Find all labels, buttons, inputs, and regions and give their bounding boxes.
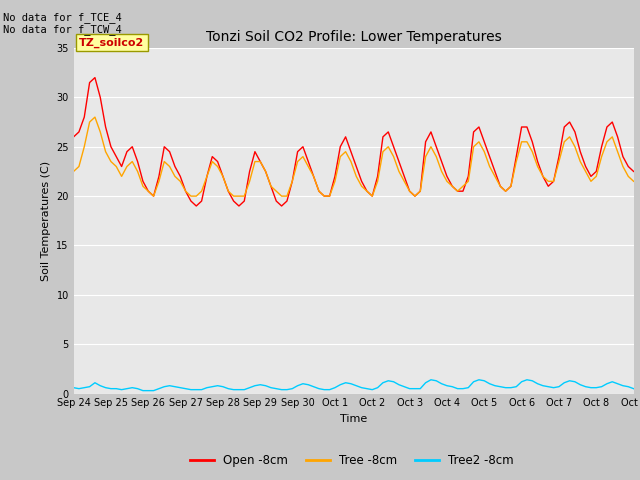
- Line: Tree2 -8cm: Tree2 -8cm: [74, 380, 634, 391]
- Tree2 -8cm: [86, 384, 93, 390]
- Text: No data for f_TCE_4
No data for f_TCW_4: No data for f_TCE_4 No data for f_TCW_4: [3, 12, 122, 36]
- Open -8cm: [406, 188, 413, 194]
- Text: TZ_soilco2: TZ_soilco2: [79, 38, 145, 48]
- Tree2 -8cm: [630, 386, 637, 392]
- Title: Tonzi Soil CO2 Profile: Lower Temperatures: Tonzi Soil CO2 Profile: Lower Temperatur…: [205, 30, 502, 44]
- Y-axis label: Soil Temperatures (C): Soil Temperatures (C): [41, 161, 51, 281]
- Tree2 -8cm: [443, 383, 451, 389]
- Line: Open -8cm: Open -8cm: [74, 78, 634, 206]
- Open -8cm: [566, 119, 573, 125]
- Tree2 -8cm: [401, 384, 408, 390]
- Tree -8cm: [566, 134, 573, 140]
- Line: Tree -8cm: Tree -8cm: [74, 117, 634, 196]
- Tree -8cm: [406, 188, 413, 194]
- Tree -8cm: [630, 179, 637, 184]
- Open -8cm: [465, 173, 472, 179]
- Tree2 -8cm: [465, 385, 472, 391]
- Open -8cm: [91, 75, 99, 81]
- Tree2 -8cm: [566, 378, 573, 384]
- Open -8cm: [70, 134, 77, 140]
- Tree -8cm: [443, 179, 451, 184]
- Open -8cm: [193, 203, 200, 209]
- Open -8cm: [630, 168, 637, 174]
- Tree -8cm: [86, 119, 93, 125]
- Legend: Open -8cm, Tree -8cm, Tree2 -8cm: Open -8cm, Tree -8cm, Tree2 -8cm: [186, 449, 518, 472]
- Tree2 -8cm: [427, 377, 435, 383]
- Tree -8cm: [70, 168, 77, 174]
- Tree2 -8cm: [139, 388, 147, 394]
- Tree -8cm: [465, 179, 472, 184]
- Open -8cm: [86, 80, 93, 85]
- Open -8cm: [443, 173, 451, 179]
- Open -8cm: [411, 193, 419, 199]
- X-axis label: Time: Time: [340, 414, 367, 424]
- Tree -8cm: [91, 114, 99, 120]
- Tree2 -8cm: [70, 385, 77, 391]
- Tree2 -8cm: [406, 386, 413, 392]
- Tree -8cm: [150, 193, 157, 199]
- Tree -8cm: [411, 193, 419, 199]
